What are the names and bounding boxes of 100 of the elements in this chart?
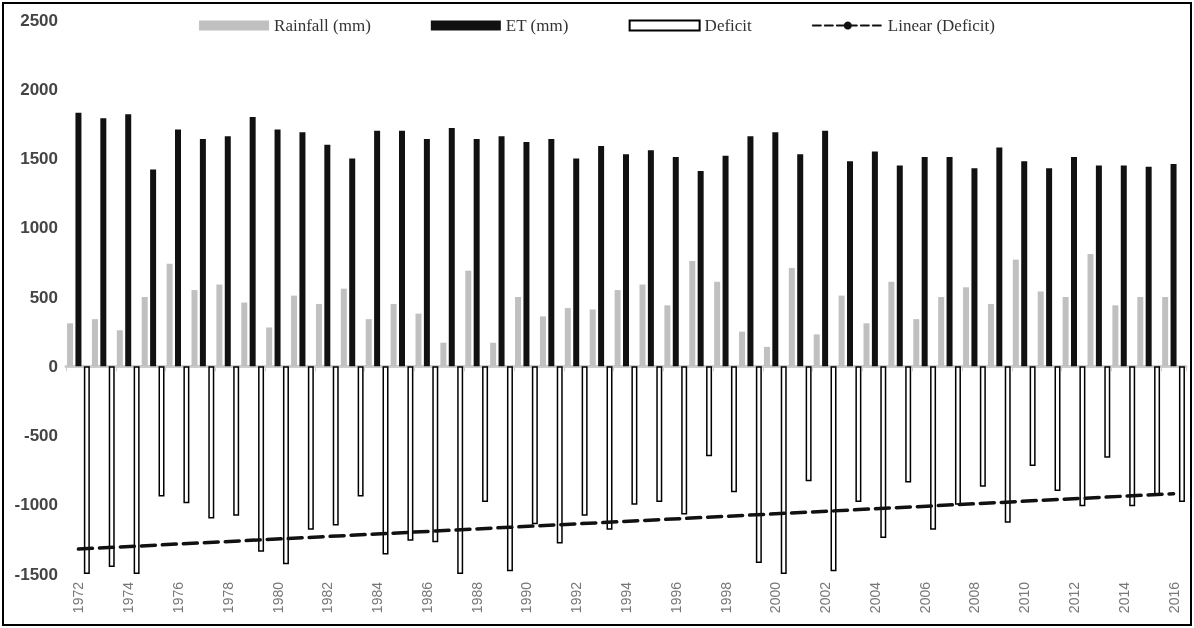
x-tick-label: 1984 — [369, 581, 386, 614]
bar — [158, 366, 165, 497]
bar — [730, 366, 737, 493]
bar — [855, 366, 862, 502]
x-tick-label: 2000 — [767, 581, 784, 614]
x-tick-label: 1986 — [418, 581, 435, 614]
y-tick-label: 2500 — [20, 10, 58, 30]
bar — [1071, 157, 1077, 367]
bar — [349, 158, 356, 367]
bar — [1046, 168, 1053, 367]
bar — [631, 366, 638, 505]
legend-label: Rainfall (mm) — [274, 16, 371, 35]
bar — [150, 169, 157, 367]
bar — [954, 366, 961, 505]
x-tick-label: 2004 — [866, 581, 883, 614]
y-tick-label: -500 — [23, 426, 58, 445]
bar — [175, 129, 181, 367]
bar — [822, 130, 829, 367]
x-tick-label: 1992 — [568, 581, 585, 614]
bar — [921, 157, 928, 367]
x-tick-label: 1972 — [70, 581, 87, 614]
x-tick-label: 1994 — [618, 581, 634, 614]
legend-label: ET (mm) — [505, 16, 569, 35]
bar — [208, 366, 215, 519]
bar — [971, 168, 978, 367]
x-tick-label: 1980 — [269, 581, 286, 614]
bar — [282, 366, 289, 565]
bar — [847, 161, 853, 367]
x-tick-label: 1978 — [219, 581, 236, 614]
x-tick-label: 2014 — [1115, 581, 1132, 614]
legend-label: Linear (Deficit) — [887, 16, 995, 35]
legend-label: Deficit — [704, 16, 753, 35]
x-tick-label: 1988 — [468, 581, 485, 614]
bar — [100, 118, 107, 367]
x-tick-label: 2002 — [817, 581, 834, 614]
bar — [1170, 164, 1177, 367]
bar — [523, 141, 530, 367]
x-tick-label: 1998 — [717, 581, 734, 614]
bar — [1178, 366, 1185, 502]
bar — [108, 366, 115, 568]
x-tick-label: 2006 — [916, 581, 933, 614]
bar — [1029, 366, 1036, 466]
bar — [880, 366, 887, 538]
bar — [722, 155, 729, 367]
bar — [1145, 166, 1152, 367]
bar — [548, 139, 555, 367]
bar — [1079, 366, 1086, 507]
bar — [1021, 161, 1028, 367]
bar — [473, 139, 480, 367]
bar — [75, 112, 82, 367]
bar — [930, 366, 937, 530]
bar — [672, 157, 679, 367]
x-tick-label: 1990 — [518, 581, 535, 614]
bar — [830, 366, 837, 572]
bar — [623, 154, 629, 367]
x-tick-label: 2008 — [966, 581, 983, 614]
bar — [1129, 366, 1136, 507]
bar — [772, 132, 779, 367]
bar — [299, 132, 306, 367]
bar — [199, 139, 206, 367]
x-tick-label: 2016 — [1165, 581, 1182, 614]
bar — [946, 157, 953, 367]
y-tick-label: 2000 — [20, 79, 58, 99]
bar — [871, 151, 878, 367]
bar — [656, 366, 663, 502]
y-tick-label: -1500 — [14, 564, 58, 584]
bar — [274, 129, 281, 367]
bar — [432, 366, 439, 543]
bar — [183, 366, 190, 504]
y-tick-label: 500 — [29, 287, 58, 307]
bar — [1120, 165, 1127, 367]
bar — [1104, 366, 1111, 458]
bar — [780, 366, 787, 574]
bar — [1004, 366, 1011, 523]
bar — [805, 366, 812, 482]
bar — [357, 366, 364, 497]
bar — [706, 366, 713, 457]
bar — [556, 366, 563, 544]
bar — [133, 366, 140, 574]
bar — [407, 366, 414, 541]
bar — [797, 154, 804, 367]
x-tick-label: 2010 — [1016, 581, 1033, 614]
bar — [224, 136, 231, 367]
bar — [399, 130, 405, 367]
bar — [482, 366, 489, 502]
bar — [324, 144, 331, 367]
bar — [681, 366, 688, 515]
y-tick-label: -1000 — [14, 495, 58, 515]
bar — [233, 366, 240, 516]
bar — [382, 366, 389, 555]
y-tick-label: 1500 — [20, 149, 58, 168]
bar — [448, 128, 455, 367]
bar — [1054, 366, 1061, 491]
bar — [979, 366, 986, 487]
bar — [332, 366, 339, 526]
bar — [697, 170, 704, 367]
bar — [606, 366, 613, 530]
bar — [1095, 165, 1102, 367]
y-tick-label: 0 — [48, 356, 58, 376]
bar — [573, 158, 580, 367]
